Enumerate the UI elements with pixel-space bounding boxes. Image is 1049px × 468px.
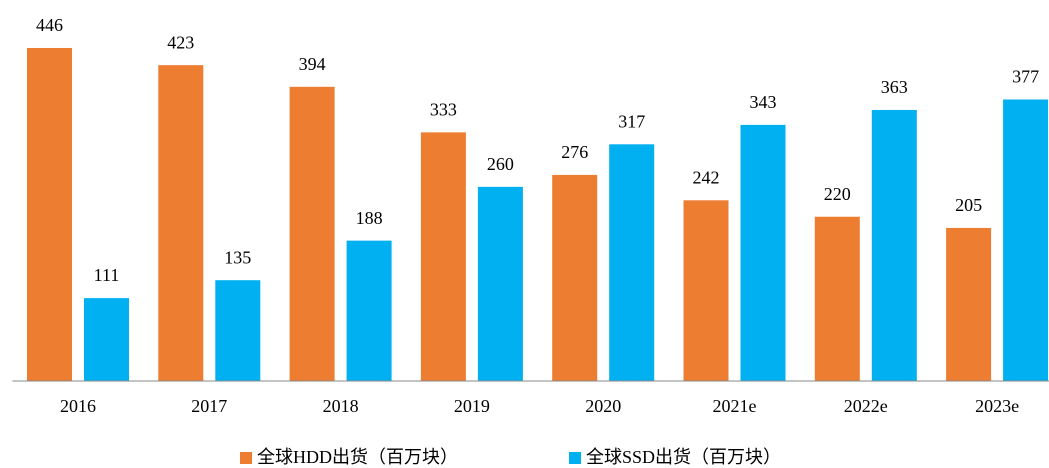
x-tick-label: 2022e	[844, 396, 888, 416]
bar	[84, 298, 129, 381]
x-tick-label: 2023e	[975, 396, 1019, 416]
bar	[740, 124, 786, 381]
value-label: 220	[824, 184, 851, 204]
legend-label: 全球SSD出货（百万块）	[586, 447, 781, 467]
value-label: 111	[94, 265, 120, 285]
value-label: 343	[750, 92, 777, 112]
bar	[871, 109, 917, 382]
value-label: 394	[299, 54, 326, 74]
value-label: 188	[356, 208, 383, 228]
value-label: 276	[561, 142, 588, 162]
value-label: 333	[430, 99, 457, 119]
bar	[215, 280, 261, 381]
bar	[683, 200, 729, 381]
bar	[1003, 99, 1049, 382]
x-tick-label: 2017	[191, 396, 227, 416]
bar	[420, 132, 466, 381]
bar	[814, 216, 860, 381]
legend-swatch	[569, 452, 581, 464]
value-label: 242	[693, 167, 720, 187]
x-tick-label: 2021e	[713, 396, 757, 416]
bar	[158, 65, 204, 381]
legend-swatch	[240, 452, 252, 464]
bar	[609, 144, 655, 381]
value-label: 363	[881, 77, 908, 97]
value-label: 423	[167, 32, 194, 52]
x-tick-label: 2018	[323, 396, 359, 416]
x-tick-label: 2020	[585, 396, 621, 416]
bar	[552, 174, 598, 381]
x-tick-label: 2016	[60, 396, 96, 416]
value-label: 317	[618, 111, 645, 131]
bar	[346, 240, 392, 381]
value-label: 205	[955, 195, 982, 215]
x-tick-label: 2019	[454, 396, 490, 416]
bar	[477, 186, 523, 381]
bar	[289, 86, 335, 382]
value-label: 446	[36, 15, 63, 35]
legend-label: 全球HDD出货（百万块）	[257, 447, 458, 467]
value-label: 260	[487, 154, 514, 174]
bar	[946, 227, 992, 381]
bar	[27, 47, 72, 382]
value-label: 135	[224, 247, 251, 267]
value-label: 377	[1012, 67, 1039, 87]
